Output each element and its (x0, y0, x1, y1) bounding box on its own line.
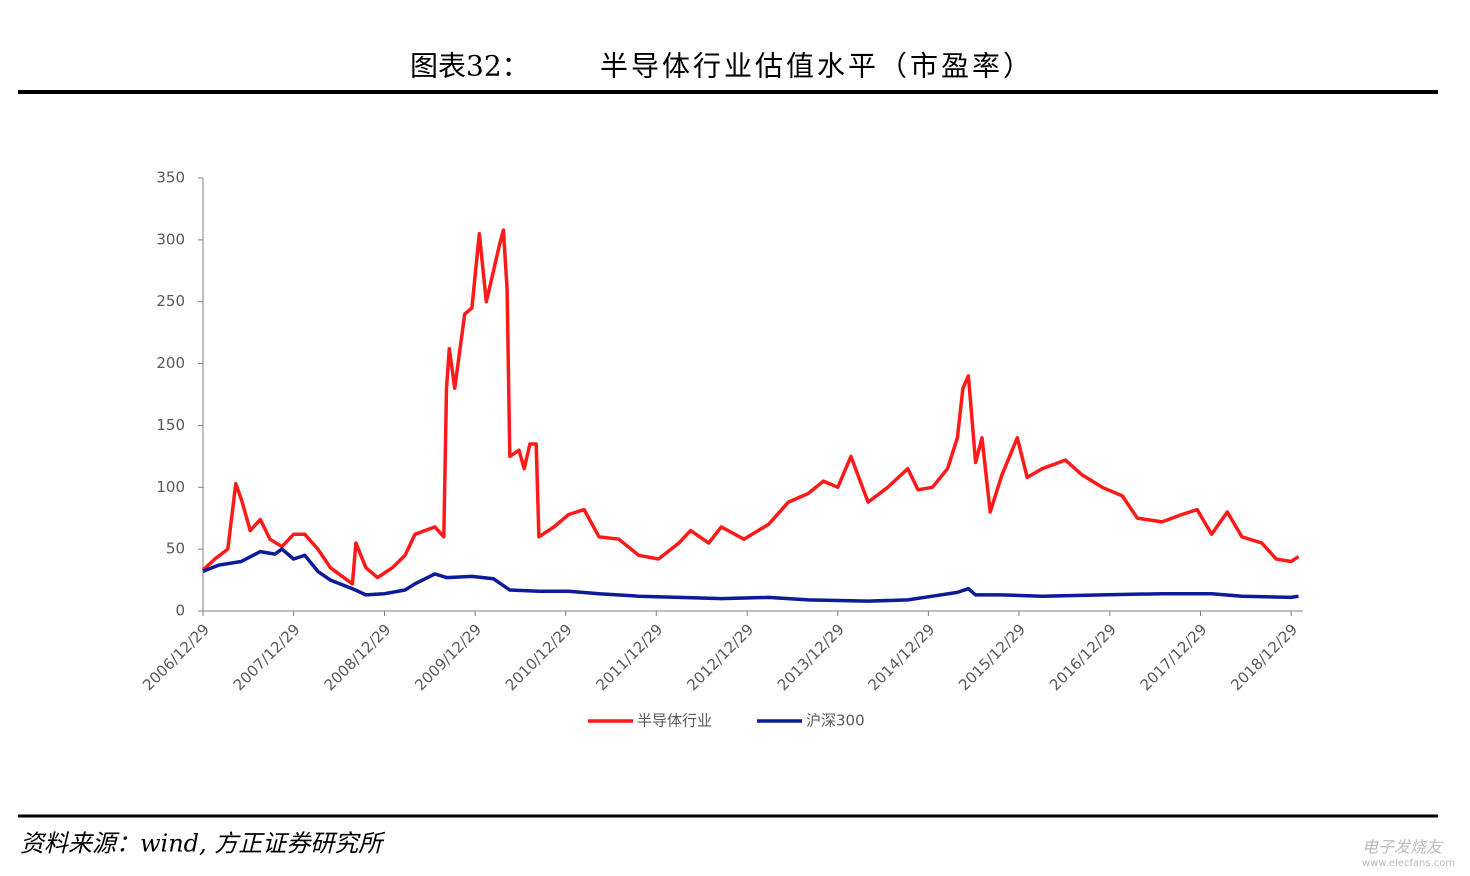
x-tick-label: 2015/12/29 (955, 620, 1029, 694)
x-tick-label: 2011/12/29 (592, 620, 666, 694)
legend-label: 沪深300 (806, 712, 865, 730)
source-note: 资料来源：wind, 方正证券研究所 (20, 830, 386, 858)
x-tick-label: 2010/12/29 (502, 620, 576, 694)
x-tick-label: 2012/12/29 (683, 620, 757, 694)
y-tick-label: 200 (156, 354, 185, 372)
x-tick-label: 2017/12/29 (1137, 620, 1211, 694)
y-tick-label: 350 (156, 169, 185, 187)
y-tick-label: 300 (156, 230, 185, 248)
x-tick-label: 2007/12/29 (230, 620, 304, 694)
x-tick-label: 2014/12/29 (865, 620, 939, 694)
x-tick-label: 2018/12/29 (1227, 620, 1301, 694)
x-tick-label: 2009/12/29 (411, 620, 485, 694)
series-line (201, 228, 1300, 586)
y-tick-label: 100 (156, 478, 185, 496)
watermark-url: www.elecfans.com (1362, 858, 1455, 869)
chart-title-label: 图表32： (410, 50, 530, 83)
y-tick-label: 150 (156, 416, 185, 434)
legend-label: 半导体行业 (637, 712, 712, 730)
x-tick-label: 2016/12/29 (1046, 620, 1120, 694)
x-tick-label: 2013/12/29 (774, 620, 848, 694)
x-tick-label: 2008/12/29 (321, 620, 395, 694)
chart-title: 半导体行业估值水平（市盈率） (600, 50, 1034, 83)
watermark: 电子发烧友 (1362, 838, 1444, 857)
y-tick-label: 250 (156, 292, 185, 310)
y-tick-label: 0 (175, 602, 185, 620)
x-tick-label: 2006/12/29 (139, 620, 213, 694)
y-tick-label: 50 (166, 540, 185, 558)
series-line (202, 547, 1299, 603)
